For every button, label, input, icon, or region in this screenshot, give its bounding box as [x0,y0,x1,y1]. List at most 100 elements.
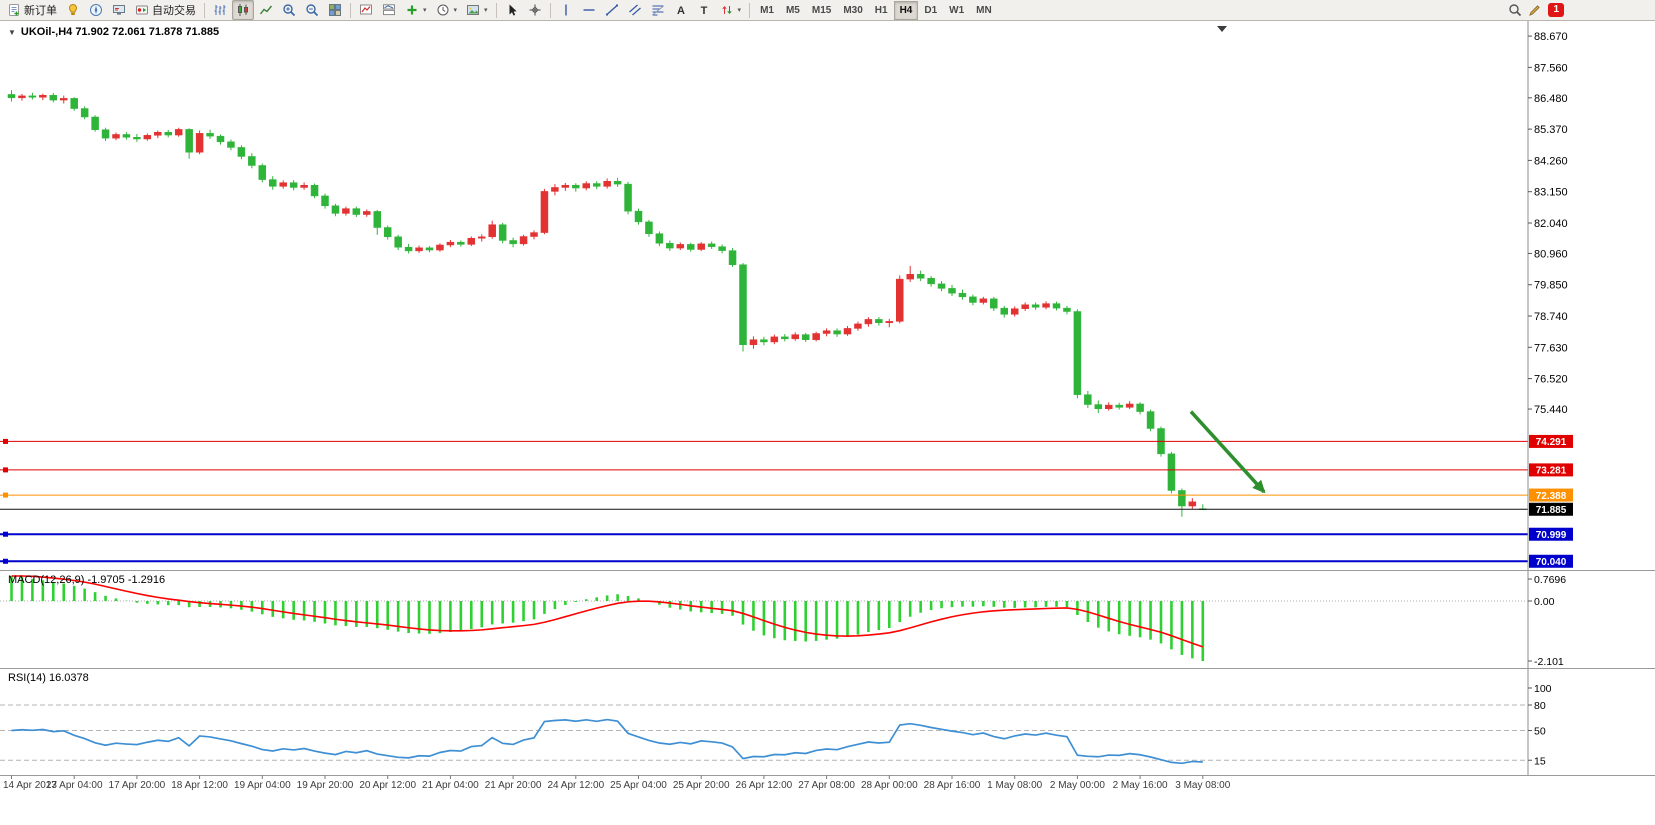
fibonacci-button[interactable] [647,0,669,20]
svg-text:71.885: 71.885 [1536,505,1567,516]
chart-title-text: UKOil-,H4 71.902 72.061 71.878 71.885 [20,26,220,38]
chevron-down-icon: ▾ [453,6,458,14]
cursor-button[interactable] [501,0,523,20]
add-indicator-icon [407,5,417,15]
timeframe-button-m15[interactable]: M15 [811,4,832,16]
svg-text:70.040: 70.040 [1536,557,1567,568]
channel-button[interactable] [624,0,646,20]
timeframe-button-mn[interactable]: MN [976,4,992,16]
indicators-button[interactable] [355,0,377,20]
periods-button[interactable]: ▾ [432,0,462,20]
navigator-button[interactable] [85,0,107,20]
line-anchor-handle[interactable] [3,558,8,564]
trend-arrow[interactable] [1189,410,1266,494]
line-anchor-handle[interactable] [3,467,8,473]
zoom-out-icon [306,4,319,17]
time-axis-label: 24 Apr 12:00 [547,780,604,791]
trendline-button[interactable] [601,0,623,20]
text-icon: A [677,5,685,17]
time-axis-label: 19 Apr 04:00 [234,780,291,791]
new-order-icon [9,4,19,16]
svg-text:A: A [677,5,685,17]
crosshair-icon [529,4,541,16]
market-watch-button[interactable] [62,0,84,20]
price-badge [1529,527,1573,541]
templates-button[interactable]: ▾ [462,0,492,20]
price-axis-label: 75.440 [1534,404,1568,416]
search-icon[interactable] [1508,3,1522,17]
line-anchor-handle[interactable] [3,438,8,444]
macd-histogram [10,576,1205,661]
autotrading-icon [136,5,148,15]
tile-windows-icon [329,4,341,16]
time-axis-label: 2 May 00:00 [1050,780,1105,791]
main-toolbar: 新订单 自动交易 [0,0,1655,21]
price-badge [1529,463,1573,477]
indicator-window-icon [383,4,395,16]
tile-windows-button[interactable] [324,0,346,20]
svg-text:74.291: 74.291 [1536,437,1567,448]
indicator-window-button[interactable] [378,0,400,20]
horizontal-line-icon [583,9,595,11]
timeframe-button-m1[interactable]: M1 [760,4,774,16]
line-anchor-handle[interactable] [3,492,8,498]
toolbar-separator [495,2,497,18]
arrows-tool-button[interactable]: ▾ [716,0,746,20]
price-axis-label: 84.260 [1534,155,1568,167]
zoom-in-button[interactable] [278,0,300,20]
chevron-down-icon: ▾ [737,6,742,14]
zoom-out-button[interactable] [301,0,323,20]
svg-text:72.388: 72.388 [1536,491,1567,502]
horizontal-line-button[interactable] [578,0,600,20]
timeframe-button-h1[interactable]: H1 [874,4,888,16]
bar-chart-button[interactable] [209,0,231,20]
timeframe-button-m5[interactable]: M5 [785,4,800,16]
price-axis-label: 76.520 [1534,374,1568,386]
candlestick-chart-button[interactable] [232,0,254,20]
macd-axis-label: 0.7696 [1534,574,1566,586]
svg-text:T: T [700,5,707,17]
toolbar-separator [749,2,751,18]
price-badge [1529,434,1573,448]
timeframe-button-d1[interactable]: D1 [924,4,938,16]
price-axis-label: 88.670 [1534,31,1568,43]
label-tool-button[interactable]: T [693,0,715,20]
timeframe-toolbar: M1 M5 M15 M30 H1 H4 D1 W1 MN [754,0,998,20]
shift-marker-icon[interactable] [1217,26,1227,32]
notification-badge[interactable]: 1 [1548,3,1564,17]
timeframe-button-w1[interactable]: W1 [949,4,965,16]
toolbar-separator [350,2,351,18]
price-axis-label: 85.370 [1534,124,1568,136]
new-order-button[interactable]: 新订单 [3,0,61,20]
text-tool-button[interactable]: A [670,0,692,20]
edit-pencil-icon[interactable] [1528,3,1542,17]
timeframe-button-m30[interactable]: M30 [843,4,863,16]
timeframe-button-h4[interactable]: H4 [893,0,919,20]
candles [7,90,1207,517]
price-badge [1529,502,1573,516]
time-axis-label: 28 Apr 16:00 [924,780,981,791]
price-badge [1529,554,1573,568]
time-axis-label: 21 Apr 04:00 [422,780,479,791]
time-axis-label: 3 May 08:00 [1175,780,1230,791]
price-axis-label: 77.630 [1534,342,1568,354]
market-watch-icon [68,3,78,15]
one-click-trading-toggle-icon[interactable]: ▼ [8,27,16,37]
clock-icon [437,4,449,16]
navigator-icon [90,4,102,16]
zoom-in-icon [283,4,296,17]
line-anchor-handle[interactable] [3,531,8,537]
add-indicator-button[interactable]: ▾ [401,0,431,20]
crosshair-button[interactable] [524,0,546,20]
time-axis-label: 18 Apr 12:00 [171,780,228,791]
price-axis-label: 82.040 [1534,218,1568,230]
vertical-line-button[interactable] [555,0,577,20]
line-chart-button[interactable] [255,0,277,20]
rsi-axis-label: 50 [1534,726,1546,738]
time-axis-label: 20 Apr 12:00 [359,780,416,791]
rsi-label: RSI(14) 16.0378 [8,672,89,684]
terminal-button[interactable] [108,0,130,20]
toolbar-separator [549,2,551,18]
autotrading-button[interactable]: 自动交易 [131,0,200,20]
